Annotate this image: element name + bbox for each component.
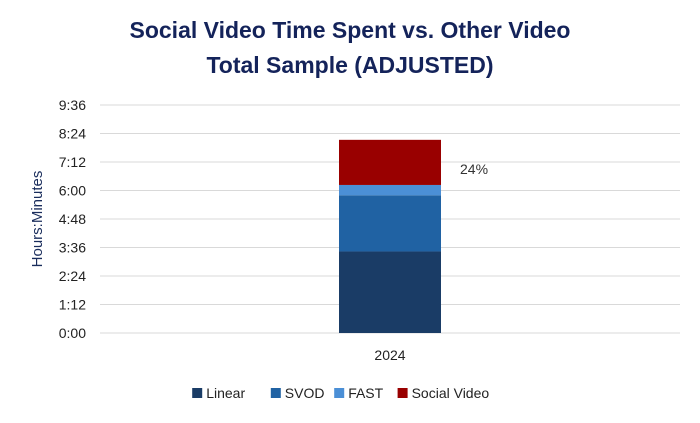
data-label: 24% <box>460 161 488 177</box>
x-tick-label: 2024 <box>374 347 405 363</box>
y-tick-label: 3:36 <box>59 240 86 256</box>
y-tick-label: 1:12 <box>59 297 86 313</box>
bar-segment-social-video <box>339 139 441 185</box>
y-tick-label: 9:36 <box>59 97 86 113</box>
legend-label: SVOD <box>285 385 325 401</box>
y-tick-label: 7:12 <box>59 154 86 170</box>
legend-label: FAST <box>348 385 383 401</box>
legend-swatch <box>192 388 203 398</box>
y-axis-title: Hours:Minutes <box>29 171 46 268</box>
chart-subtitle: Total Sample (ADJUSTED) <box>206 52 494 78</box>
bar-segment-linear <box>339 251 441 333</box>
y-tick-label: 4:48 <box>59 211 86 227</box>
legend-swatch <box>334 388 345 398</box>
bar-segment-fast <box>339 184 441 196</box>
legend-swatch <box>270 388 281 398</box>
legend-swatch <box>397 388 408 398</box>
legend-label: Social Video <box>412 385 490 401</box>
y-tick-label: 2:24 <box>59 268 86 284</box>
bar-segment-svod <box>339 195 441 252</box>
y-tick-label: 6:00 <box>59 183 86 199</box>
y-tick-label: 8:24 <box>59 126 86 142</box>
chart-title: Social Video Time Spent vs. Other Video <box>129 17 571 43</box>
legend-label: Linear <box>206 385 245 401</box>
y-tick-label: 0:00 <box>59 325 86 341</box>
